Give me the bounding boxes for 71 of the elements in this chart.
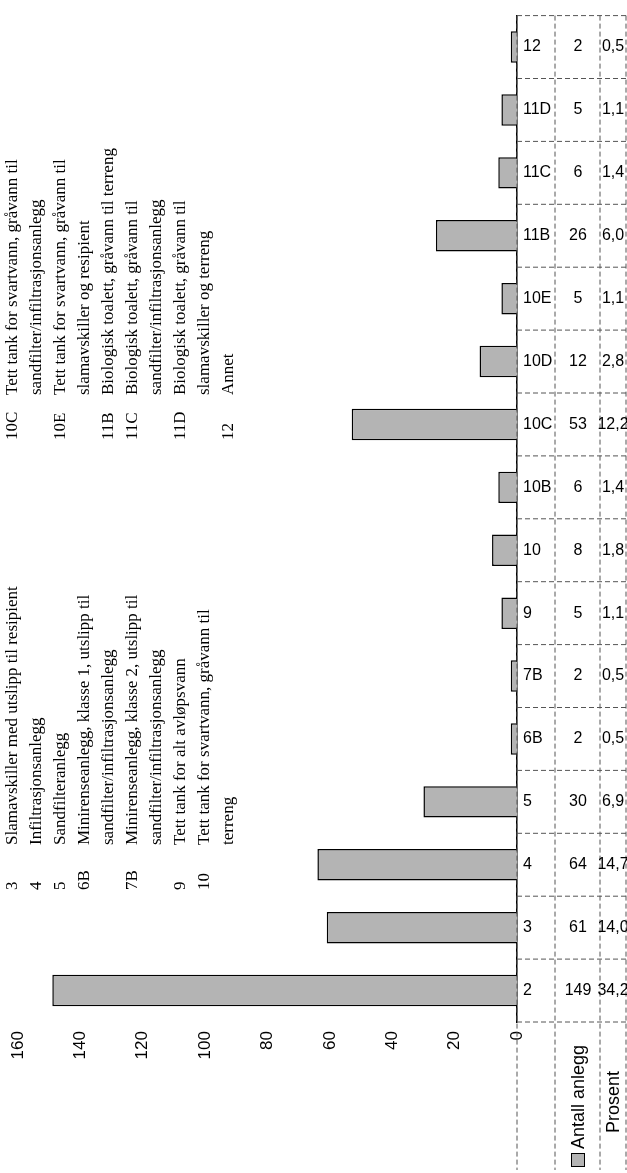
y-tick-label: 11C: [523, 163, 552, 181]
data-label: 26: [569, 226, 587, 244]
y-tick-label: 10B: [523, 477, 552, 495]
data-label: 5: [573, 100, 583, 118]
x-tick-label: 160: [7, 1031, 27, 1060]
y-tick-label: 7B: [523, 666, 543, 684]
text: 1,4: [601, 163, 625, 181]
x-tick-label: 20: [444, 1031, 464, 1050]
x-tick-label: 100: [194, 1031, 214, 1060]
data-label: 53: [569, 414, 587, 432]
data-label: 2: [573, 729, 583, 747]
y-tick-label: 10C: [523, 414, 553, 432]
data-label: 61: [569, 918, 587, 936]
text: 14,7: [597, 855, 627, 873]
y-tick-label: 5: [523, 792, 532, 810]
text: 1,1: [601, 289, 625, 307]
text: 6,9: [601, 792, 625, 810]
y-tick-label: 4: [523, 855, 532, 873]
y-tick-label: 11D: [523, 100, 552, 118]
x-tick-label: 60: [319, 1031, 339, 1050]
text: 4 Infiltrasjonsanlegg: [26, 717, 45, 890]
y-tick-label: 10: [523, 540, 541, 558]
data-label: 12: [569, 351, 587, 369]
y-tick-label: 10D: [523, 351, 553, 369]
text: 7B Minirenseanlegg, klasse 2, utslipp til sandfilter/infiltrasjonsanlegg: [122, 594, 165, 890]
data-label: 6: [573, 477, 583, 495]
text: 1,4: [601, 477, 625, 495]
x-tick-label: 120: [132, 1031, 152, 1060]
text: 5 Sandfilteranlegg: [50, 732, 69, 890]
data-label: 6: [573, 163, 583, 181]
y-tick-label: 6B: [523, 729, 543, 747]
x-tick-label: 140: [70, 1031, 90, 1060]
data-label: 2: [573, 37, 583, 55]
x-tick-label: 80: [257, 1031, 277, 1050]
annotation: 10E Tett tank for svartvann, gråvann til slamavskiller og resipient: [49, 158, 94, 440]
y-tick-label: 9: [523, 603, 532, 621]
annotation: 11B Biologisk toalett, gråvann til terreng: [97, 147, 118, 440]
y-tick-label: 12: [523, 37, 541, 55]
data-label: 2: [573, 666, 583, 684]
data-label: 64: [569, 855, 587, 873]
y-tick-label: 2: [523, 980, 532, 998]
text: 6,0: [601, 226, 625, 244]
text: 12,2: [597, 414, 627, 432]
annotation: 11D Biologisk toalett, gråvann til slamavskiller og terreng: [169, 199, 214, 440]
data-label: 5: [573, 289, 583, 307]
text: 1,8: [601, 540, 625, 558]
data-label: 30: [569, 792, 587, 810]
text: 1,1: [601, 603, 625, 621]
text: 10 Tett tank for svartvann, gråvann til terreng: [194, 609, 237, 890]
x-tick-label: 0: [506, 1031, 526, 1041]
text: 9 Tett tank for alt avløpsvann: [170, 658, 189, 890]
text: 0,5: [601, 37, 625, 55]
text: 0,5: [601, 729, 625, 747]
text: Antall anlegg: [568, 1044, 588, 1149]
text: 34,2: [597, 980, 627, 998]
text: 2,8: [601, 351, 625, 369]
y-tick-label: 11B: [523, 226, 551, 244]
text: Prosent: [603, 1070, 623, 1133]
data-label: 8: [573, 540, 583, 558]
y-tick-label: 10E: [523, 289, 552, 307]
text: 6B Minirenseanlegg, klasse 1, utslipp til sandfilter/infiltrasjonsanlegg: [74, 594, 117, 890]
y-tick-label: 3: [523, 918, 532, 936]
annotation: 10C Tett tank for svartvann, gråvann til sandfilter/infiltrasjonsanlegg: [1, 158, 46, 440]
data-label: 5: [573, 603, 583, 621]
x-tick-label: 40: [381, 1031, 401, 1050]
text: 1,1: [601, 100, 625, 118]
text: 12 Annet: [218, 353, 237, 440]
annotation: 11C Biologisk toalett, gråvann til sandfilter/infiltrasjonsanlegg: [121, 198, 166, 440]
text: 0,5: [601, 666, 625, 684]
text: 3 Slamavskiller med utslipp til resipient: [2, 586, 21, 890]
data-label: 149: [564, 980, 592, 998]
